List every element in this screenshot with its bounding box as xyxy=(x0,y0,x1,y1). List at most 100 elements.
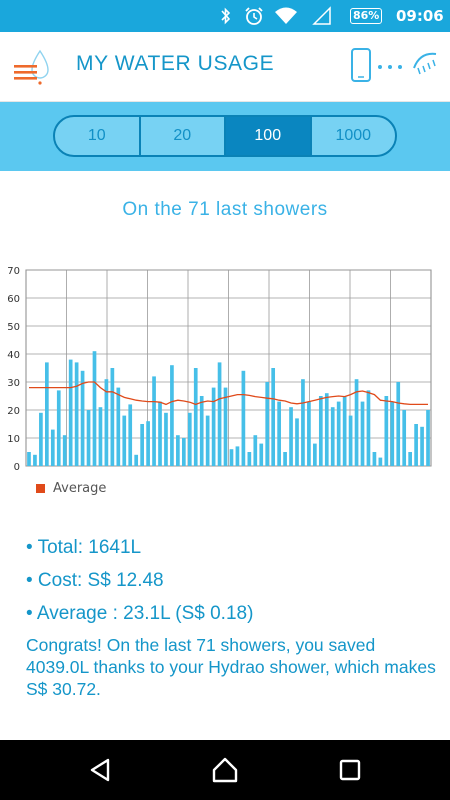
bar xyxy=(241,370,246,466)
bar xyxy=(247,452,252,466)
y-tick-label: 50 xyxy=(7,322,20,333)
bar xyxy=(372,452,377,466)
bar xyxy=(396,382,401,466)
bar xyxy=(330,407,335,466)
bar xyxy=(307,401,311,466)
bar xyxy=(152,376,156,466)
bar xyxy=(158,401,162,466)
y-tick-label: 40 xyxy=(7,350,20,361)
bar xyxy=(86,410,91,466)
chart-legend: Average xyxy=(36,481,106,496)
bar xyxy=(283,452,287,466)
bar xyxy=(354,379,359,466)
range-option-20[interactable]: 20 xyxy=(141,117,226,155)
usage-chart: 0 10 20 30 40 50 60 70 xyxy=(7,266,432,473)
bar xyxy=(348,415,353,466)
bar xyxy=(390,401,395,466)
bar xyxy=(62,435,67,466)
bar xyxy=(336,401,341,466)
bar xyxy=(414,424,418,466)
bar xyxy=(50,429,55,466)
bar xyxy=(98,407,103,466)
bar xyxy=(80,370,85,466)
bar xyxy=(289,407,293,466)
bar xyxy=(295,418,299,466)
bar xyxy=(217,362,222,466)
average-line xyxy=(29,381,428,406)
bar xyxy=(313,443,317,466)
navigation-bar xyxy=(0,740,450,800)
alarm-icon xyxy=(244,0,264,32)
wifi-icon xyxy=(274,0,298,32)
signal-icon xyxy=(312,0,332,32)
bar xyxy=(205,415,210,466)
bar xyxy=(342,396,347,466)
back-icon[interactable] xyxy=(86,755,116,785)
stat-total: • Total: 1641L xyxy=(26,537,142,558)
bar xyxy=(402,410,407,466)
bar xyxy=(259,443,264,466)
bar xyxy=(110,368,115,466)
bar xyxy=(122,415,127,466)
bar xyxy=(128,404,133,466)
battery-icon: 86% xyxy=(350,0,383,32)
page-title: MY WATER USAGE xyxy=(76,52,275,75)
range-selector-band: 10 20 100 1000 xyxy=(0,102,450,171)
stat-average: • Average : 23.1L (S$ 0.18) xyxy=(26,603,254,624)
bar xyxy=(420,426,424,466)
bar xyxy=(140,424,144,466)
bar xyxy=(211,387,216,466)
bar xyxy=(378,457,383,466)
status-bar: 86% 09:06 xyxy=(0,0,450,32)
clock: 09:06 xyxy=(396,7,444,25)
stat-cost: • Cost: S$ 12.48 xyxy=(26,570,164,591)
bar xyxy=(116,387,121,466)
bar xyxy=(187,412,192,466)
phone-shower-connection-icon[interactable] xyxy=(348,46,440,88)
legend-swatch-average xyxy=(36,484,45,493)
range-option-10[interactable]: 10 xyxy=(55,117,141,155)
bar xyxy=(235,446,240,466)
stats-list: • Total: 1641L • Cost: S$ 12.48 • Averag… xyxy=(26,533,436,632)
bar xyxy=(229,449,234,466)
range-option-100[interactable]: 100 xyxy=(226,117,312,155)
home-icon[interactable] xyxy=(210,755,240,785)
y-tick-label: 30 xyxy=(7,378,20,389)
chart-title: On the 71 last showers xyxy=(122,199,328,220)
y-tick-label: 70 xyxy=(7,266,20,277)
bar xyxy=(318,396,323,466)
bar xyxy=(176,435,180,466)
bar xyxy=(223,387,228,466)
recent-apps-icon[interactable] xyxy=(335,755,365,785)
y-tick-label: 20 xyxy=(7,406,20,417)
bar xyxy=(146,421,150,466)
bar xyxy=(277,401,281,466)
bar xyxy=(408,452,413,466)
bar xyxy=(74,362,79,466)
bar xyxy=(324,393,329,466)
bar xyxy=(199,396,204,466)
bar xyxy=(104,379,109,466)
bar xyxy=(360,401,365,466)
bar xyxy=(265,382,270,466)
bar xyxy=(134,454,139,466)
bar xyxy=(68,359,73,466)
bar xyxy=(384,396,389,466)
bar xyxy=(170,365,174,466)
bar xyxy=(271,368,276,466)
bar xyxy=(366,390,371,466)
bar xyxy=(92,351,97,466)
bluetooth-icon xyxy=(220,0,232,32)
menu-droplet-icon[interactable] xyxy=(10,46,54,90)
bar xyxy=(181,438,186,466)
bar xyxy=(33,454,37,466)
bar xyxy=(253,435,258,466)
congrats-message: Congrats! On the last 71 showers, you sa… xyxy=(26,635,436,699)
range-option-1000[interactable]: 1000 xyxy=(335,127,372,144)
bar xyxy=(39,412,43,466)
y-tick-label: 10 xyxy=(7,434,20,445)
bar xyxy=(44,362,49,466)
bar xyxy=(193,368,198,466)
bar xyxy=(164,412,168,466)
bar xyxy=(56,390,61,466)
